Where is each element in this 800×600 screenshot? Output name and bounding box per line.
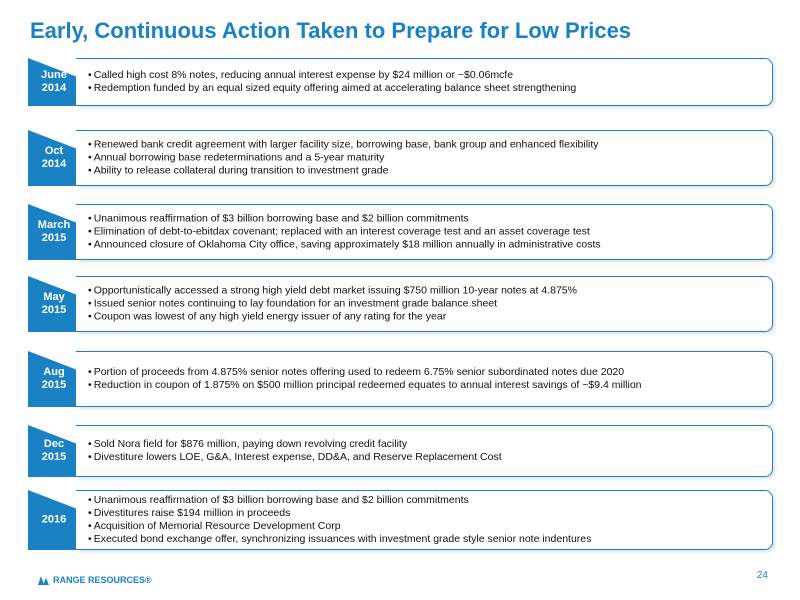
timeline-date-part: 2015: [41, 451, 67, 463]
timeline-date-part: 2014: [41, 82, 67, 94]
timeline-date-part: June: [41, 69, 67, 81]
timeline-card: Sold Nora field for $876 million, paying…: [76, 425, 773, 477]
timeline-date-label: 2016: [28, 514, 80, 527]
timeline-date-part: Aug: [43, 366, 65, 378]
bullet-list: Portion of proceeds from 4.875% senior n…: [88, 366, 642, 392]
bullet-list: Called high cost 8% notes, reducing annu…: [88, 69, 577, 95]
bullet-item: Ability to release collateral during tra…: [88, 165, 599, 178]
bullet-item: Executed bond exchange offer, synchroniz…: [88, 533, 592, 546]
timeline-date-label: Dec 2015: [28, 438, 80, 464]
bullet-item: Divestiture lowers LOE, G&A, Interest ex…: [88, 451, 502, 464]
timeline-card: Called high cost 8% notes, reducing annu…: [76, 58, 773, 106]
timeline-date-part: 2015: [41, 304, 67, 316]
timeline-date-part: 2015: [41, 232, 67, 244]
bullet-item: Coupon was lowest of any high yield ener…: [88, 311, 577, 324]
bullet-item: Issued senior notes continuing to lay fo…: [88, 298, 577, 311]
logo-text: RANGE RESOURCES®: [53, 575, 152, 585]
bullet-item: Unanimous reaffirmation of $3 billion bo…: [88, 213, 601, 226]
timeline-date-part: 2014: [41, 158, 67, 170]
timeline-card: Portion of proceeds from 4.875% senior n…: [76, 351, 773, 407]
timeline-date-label: Aug 2015: [28, 366, 80, 392]
bullet-item: Announced closure of Oklahoma City offic…: [88, 239, 601, 252]
bullet-item: Annual borrowing base redeterminations a…: [88, 152, 599, 165]
bullet-list: Unanimous reaffirmation of $3 billion bo…: [88, 213, 601, 252]
timeline-date-label: June 2014: [28, 69, 80, 95]
timeline-card: Unanimous reaffirmation of $3 billion bo…: [76, 204, 773, 260]
bullet-item: Redemption funded by an equal sized equi…: [88, 82, 577, 95]
timeline-card: Renewed bank credit agreement with large…: [76, 130, 773, 186]
timeline-date-part: Oct: [44, 145, 64, 157]
timeline-date-label: March 2015: [28, 219, 80, 245]
bullet-item: Reduction in coupon of 1.875% on $500 mi…: [88, 379, 642, 392]
bullet-list: Opportunistically accessed a strong high…: [88, 285, 577, 324]
timeline-date-label: Oct 2014: [28, 145, 80, 171]
page-number: 24: [756, 570, 768, 581]
page-title: Early, Continuous Action Taken to Prepar…: [30, 18, 632, 43]
range-resources-logo-icon: [38, 575, 49, 585]
bullet-item: Unanimous reaffirmation of $3 billion bo…: [88, 494, 591, 507]
bullet-item: Renewed bank credit agreement with large…: [88, 139, 599, 152]
bullet-list: Unanimous reaffirmation of $3 billion bo…: [88, 494, 592, 546]
bullet-item: Portion of proceeds from 4.875% senior n…: [88, 366, 642, 379]
bullet-item: Acquisition of Memorial Resource Develop…: [88, 520, 591, 533]
timeline-date-part: 2015: [41, 379, 67, 391]
timeline-card: Unanimous reaffirmation of $3 billion bo…: [76, 490, 773, 550]
timeline-date-part: 2016: [41, 513, 67, 526]
bullet-item: Elimination of debt-to-ebitdax covenant;…: [88, 226, 601, 239]
timeline-date-label: May 2015: [28, 291, 80, 317]
bullet-item: Opportunistically accessed a strong high…: [88, 285, 577, 298]
bullet-item: Divestitures raise $194 million in proce…: [88, 507, 591, 520]
timeline-date-part: March: [37, 219, 71, 231]
company-logo: RANGE RESOURCES®: [38, 575, 152, 585]
timeline-date-part: Dec: [43, 438, 65, 450]
bullet-item: Sold Nora field for $876 million, paying…: [88, 438, 502, 451]
bullet-list: Renewed bank credit agreement with large…: [88, 139, 599, 178]
bullet-list: Sold Nora field for $876 million, paying…: [88, 438, 502, 464]
timeline-row: 2016 Unanimous reaffirmation of $3 billio…: [28, 490, 773, 550]
timeline-date-part: May: [43, 291, 65, 303]
bullet-item: Called high cost 8% notes, reducing annu…: [88, 69, 576, 82]
timeline-card: Opportunistically accessed a strong high…: [76, 276, 773, 332]
